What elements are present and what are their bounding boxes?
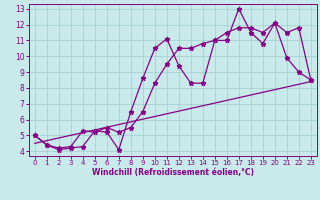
X-axis label: Windchill (Refroidissement éolien,°C): Windchill (Refroidissement éolien,°C)	[92, 168, 254, 177]
